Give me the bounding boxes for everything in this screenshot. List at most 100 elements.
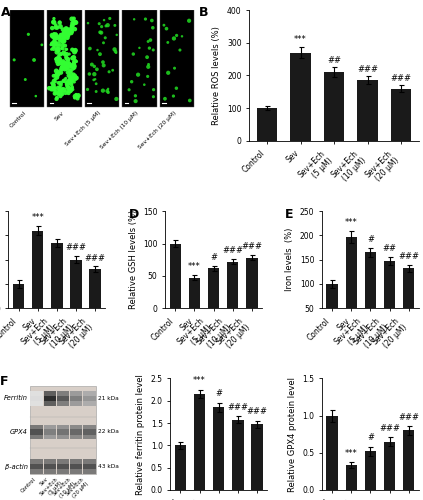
Point — [135, 70, 141, 78]
Bar — [70, 464, 82, 469]
Bar — [44, 391, 56, 406]
Point — [57, 22, 64, 30]
Point — [51, 86, 58, 94]
Point — [63, 46, 70, 54]
Point — [60, 58, 66, 66]
Point — [66, 62, 73, 70]
Point — [59, 44, 66, 52]
Point — [56, 46, 63, 54]
Point — [69, 22, 75, 30]
Point — [71, 64, 77, 72]
Point — [66, 29, 72, 37]
Point — [65, 78, 72, 86]
Point — [56, 18, 63, 26]
Point — [71, 18, 78, 26]
Point — [150, 86, 157, 94]
Point — [51, 36, 58, 44]
Point — [52, 40, 59, 48]
Point — [67, 61, 74, 69]
Point — [63, 53, 69, 61]
Point — [72, 46, 79, 54]
Point — [52, 21, 59, 29]
Point — [55, 68, 62, 76]
Point — [99, 58, 106, 66]
Point — [107, 14, 113, 22]
Point — [68, 81, 75, 89]
Point — [96, 20, 103, 28]
Point — [145, 60, 152, 68]
Point — [51, 30, 58, 38]
Point — [67, 60, 74, 68]
Bar — [70, 430, 82, 434]
Point — [58, 68, 64, 76]
Point — [71, 19, 77, 27]
Bar — [83, 391, 96, 406]
Text: ###: ### — [242, 242, 262, 252]
Point — [67, 86, 74, 94]
Text: 21 kDa: 21 kDa — [98, 396, 119, 401]
Text: GPX4: GPX4 — [10, 429, 27, 435]
Point — [50, 82, 57, 90]
Point — [105, 85, 112, 93]
Point — [61, 86, 68, 94]
Point — [47, 41, 54, 49]
Point — [55, 79, 62, 87]
Point — [71, 74, 78, 82]
Point — [65, 84, 71, 92]
Text: ###: ### — [85, 254, 106, 262]
Point — [57, 86, 64, 94]
Point — [59, 42, 66, 50]
Point — [55, 60, 61, 68]
Y-axis label: Relative ROS levels (%): Relative ROS levels (%) — [212, 26, 222, 125]
Point — [101, 16, 107, 24]
Point — [11, 56, 18, 64]
Point — [71, 14, 77, 22]
Text: β-actin: β-actin — [5, 464, 27, 469]
Point — [55, 53, 62, 61]
Point — [66, 84, 73, 92]
Text: Sev+Ech (5 μM): Sev+Ech (5 μM) — [65, 110, 102, 147]
Bar — [44, 396, 56, 401]
Point — [58, 87, 64, 95]
Point — [58, 63, 65, 71]
Point — [65, 28, 72, 36]
Text: ###: ### — [227, 403, 248, 412]
Bar — [291, 52, 310, 141]
Point — [68, 70, 74, 78]
Point — [150, 92, 157, 100]
Point — [63, 46, 69, 54]
Point — [66, 84, 73, 92]
Point — [54, 46, 61, 54]
Bar — [89, 270, 101, 332]
Point — [62, 74, 69, 82]
Point — [55, 40, 62, 48]
Point — [55, 90, 62, 98]
Point — [94, 46, 101, 54]
Point — [63, 58, 69, 66]
Point — [56, 56, 63, 64]
Text: 22 kDa: 22 kDa — [98, 430, 119, 434]
Point — [55, 88, 62, 96]
Point — [149, 24, 156, 32]
Point — [58, 36, 65, 44]
Point — [170, 34, 177, 42]
Point — [104, 87, 111, 95]
Bar — [189, 278, 200, 308]
Bar — [384, 442, 395, 490]
Point — [113, 31, 120, 39]
Text: Sev+Ech
(20 μM): Sev+Ech (20 μM) — [65, 476, 89, 500]
Text: Sev+Ech
(5 μM): Sev+Ech (5 μM) — [38, 476, 63, 500]
Point — [65, 83, 72, 91]
Bar — [57, 430, 69, 434]
Point — [65, 64, 72, 72]
Point — [71, 58, 77, 66]
Point — [74, 94, 81, 102]
Point — [61, 65, 68, 73]
Point — [112, 22, 118, 30]
Text: #: # — [210, 252, 217, 262]
Point — [52, 38, 58, 46]
Point — [38, 41, 45, 49]
Text: ***: *** — [345, 218, 357, 227]
Point — [56, 58, 63, 66]
Point — [66, 27, 73, 35]
